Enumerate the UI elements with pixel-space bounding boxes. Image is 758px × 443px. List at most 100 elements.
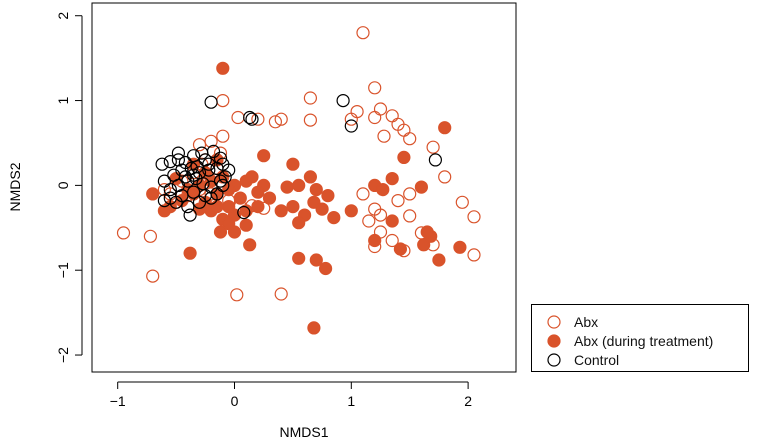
abx-during-treatment-point: [344, 204, 358, 218]
abx-during-treatment-point: [292, 251, 306, 265]
legend: Abx Abx (during treatment) Control: [531, 304, 749, 372]
x-tick-label: 0: [231, 393, 239, 409]
abx-point: [455, 195, 469, 209]
abx-point: [268, 115, 282, 129]
abx-during-treatment-point: [309, 183, 323, 197]
abx-point: [274, 112, 288, 126]
abx-during-treatment-point: [280, 180, 294, 194]
abx-point: [467, 210, 481, 224]
control-point: [163, 155, 177, 169]
abx-during-treatment-point: [286, 200, 300, 214]
abx-point: [403, 132, 417, 146]
abx-during-treatment-point: [303, 170, 317, 184]
abx-point: [216, 93, 230, 108]
control-point: [187, 185, 201, 199]
axes: −1 0 1 2 −2 −1 0 1 2: [55, 12, 472, 409]
y-tick-label: 2: [55, 12, 71, 20]
abx-during-treatment-point: [309, 253, 323, 267]
abx-during-treatment-point: [157, 204, 171, 218]
abx-during-treatment-point: [210, 200, 224, 214]
legend-label-abx-during-treatment: Abx (during treatment): [574, 333, 714, 349]
x-tick-label: −1: [110, 393, 126, 409]
abx-point: [230, 288, 244, 302]
abx-during-treatment-point: [319, 261, 333, 276]
abx-during-treatment-point: [146, 187, 160, 201]
control-point: [171, 146, 185, 160]
abx-during-treatment-point: [183, 246, 197, 260]
abx-point: [373, 102, 388, 116]
abx-during-treatment-point: [385, 214, 399, 228]
data-points: [116, 26, 481, 335]
control-point: [169, 195, 183, 209]
y-tick-label: 1: [55, 96, 71, 104]
control-point: [237, 205, 251, 220]
abx-during-treatment-point: [453, 240, 467, 254]
y-tick-label: 0: [55, 181, 71, 189]
control-point: [198, 153, 212, 167]
abx-point: [426, 140, 440, 154]
abx-during-treatment-point: [414, 180, 428, 194]
control-point: [178, 170, 192, 184]
abx-point: [368, 110, 382, 125]
abx-point: [350, 104, 364, 119]
x-axis-label: NMDS1: [279, 424, 328, 440]
control-point: [428, 153, 442, 167]
control-point: [336, 93, 350, 108]
abx-during-treatment-point: [216, 61, 230, 75]
abx-during-treatment-point: [251, 200, 265, 214]
abx-point: [391, 194, 405, 208]
abx-point: [403, 209, 417, 223]
abx-during-treatment-point: [274, 204, 288, 218]
abx-point: [356, 187, 370, 201]
abx-during-treatment-point: [327, 211, 341, 225]
abx-during-treatment-point: [286, 157, 300, 171]
filled-circle-icon: [547, 334, 561, 348]
abx-point: [467, 248, 481, 262]
abx-point: [403, 187, 417, 201]
control-point: [181, 200, 195, 214]
control-point: [204, 95, 218, 109]
abx-point: [231, 110, 245, 125]
control-point: [202, 157, 216, 171]
control-point: [243, 110, 257, 125]
legend-item-abx-during-treatment: Abx (during treatment): [544, 332, 713, 350]
abx-during-treatment-point: [262, 191, 277, 205]
abx-point: [356, 26, 370, 40]
abx-during-treatment-point: [420, 225, 434, 239]
abx-during-treatment-point: [243, 238, 257, 252]
control-point: [195, 146, 209, 160]
y-tick-label: −1: [55, 262, 71, 278]
control-point: [218, 170, 232, 184]
legend-label-abx: Abx: [574, 314, 599, 330]
abx-during-treatment-point: [257, 149, 271, 163]
control-point: [183, 208, 197, 222]
control-point: [204, 191, 218, 205]
abx-during-treatment-point: [368, 233, 382, 248]
abx-point: [368, 202, 382, 216]
control-point: [163, 183, 177, 197]
abx-point: [438, 170, 452, 184]
control-point: [245, 112, 259, 126]
abx-point: [377, 129, 391, 143]
abx-during-treatment-point: [307, 321, 321, 335]
y-tick-label: −2: [55, 347, 71, 363]
legend-item-control: Control: [544, 351, 619, 369]
control-point: [344, 119, 358, 133]
abx-during-treatment-point: [432, 253, 446, 267]
abx-during-treatment-point: [233, 191, 247, 205]
abx-point: [274, 287, 288, 301]
abx-during-treatment-point: [222, 200, 236, 214]
abx-point: [251, 112, 265, 126]
abx-during-treatment-point: [417, 238, 431, 252]
control-point: [187, 168, 201, 182]
abx-point: [344, 112, 358, 126]
control-point: [157, 174, 171, 188]
control-point: [206, 144, 221, 158]
abx-point: [362, 214, 376, 228]
abx-during-treatment-point: [438, 121, 452, 135]
abx-point: [303, 113, 317, 127]
abx-point: [116, 226, 131, 240]
control-point: [216, 178, 230, 192]
legend-label-control: Control: [574, 352, 620, 368]
